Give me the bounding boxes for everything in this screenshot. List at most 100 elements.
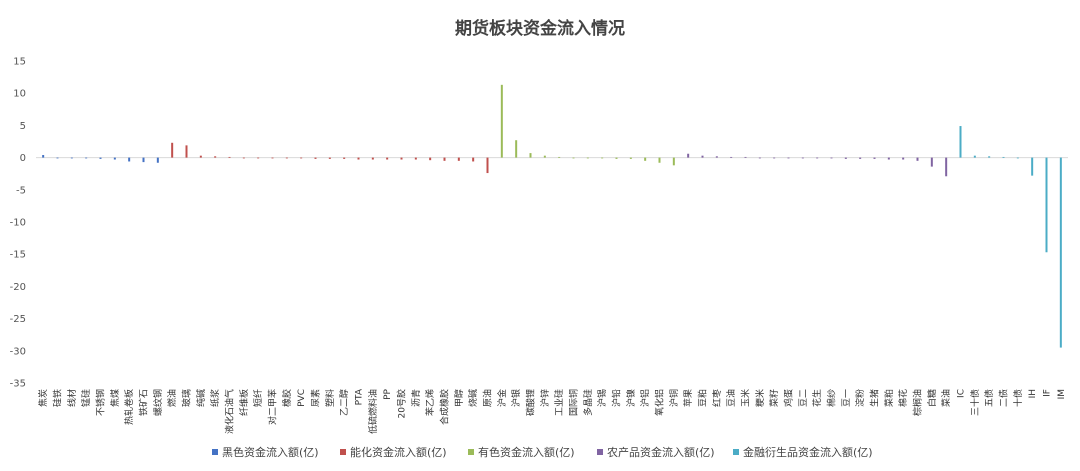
x-category-label: 沪银 — [510, 389, 522, 407]
bar-棕榈油 — [916, 157, 919, 161]
x-category-label: 乙二醇 — [338, 389, 350, 416]
legend-swatch — [212, 449, 218, 455]
x-category-label: 玉米 — [740, 389, 752, 407]
bar-纤维板 — [242, 157, 245, 159]
x-category-label: 苯乙烯 — [424, 389, 436, 416]
legend-swatch — [597, 449, 603, 455]
legend-swatch — [468, 449, 474, 455]
x-category-label: 玻璃 — [181, 389, 193, 407]
x-category-label: 菜粕 — [883, 389, 895, 407]
bar-PP — [386, 157, 389, 160]
x-category-label: 烧碱 — [467, 389, 479, 407]
x-category-label: 豆二 — [798, 389, 809, 407]
x-category-label: 白糖 — [926, 389, 938, 407]
x-category-label: 对二甲苯 — [267, 389, 279, 425]
bar-沥青 — [414, 157, 417, 160]
x-category-label: 二债 — [998, 389, 1010, 407]
bar-PTA — [357, 157, 360, 160]
bar-豆二 — [801, 157, 804, 159]
x-category-label: 沪锌 — [539, 389, 551, 407]
bar-氧化铝 — [658, 157, 661, 163]
bar-多晶硅 — [586, 157, 589, 159]
bar-塑料 — [328, 157, 331, 159]
y-tick-label: 0 — [20, 153, 26, 164]
bar-玻璃 — [185, 145, 188, 158]
bar-燃油 — [171, 142, 174, 158]
bar-玉米 — [744, 156, 747, 158]
bar-花生 — [816, 157, 819, 159]
bar-碳酸锂 — [529, 153, 532, 158]
x-category-label: 沪金 — [496, 389, 508, 407]
y-tick-label: -10 — [10, 218, 26, 229]
bar-铁矿石 — [142, 157, 145, 163]
x-category-label: 沥青 — [410, 389, 422, 407]
x-category-label: IH — [1028, 389, 1038, 398]
x-category-label: 热轧卷板 — [123, 389, 135, 425]
x-category-label: 棉花 — [897, 389, 909, 407]
bar-线材 — [70, 157, 73, 159]
x-category-label: 短纤 — [252, 389, 264, 407]
bar-IH — [1031, 157, 1034, 176]
x-category-label: 菜油 — [940, 389, 952, 407]
bar-沪镍 — [629, 157, 632, 159]
bar-沪铅 — [615, 157, 618, 159]
x-category-label: IM — [1057, 389, 1067, 399]
chart-title: 期货板块资金流入情况 — [455, 19, 625, 39]
bar-沪铝 — [644, 157, 647, 161]
x-category-label: 多晶硅 — [582, 389, 594, 416]
bar-二债 — [1002, 156, 1005, 158]
bar-对二甲苯 — [271, 157, 274, 159]
x-category-label: 沪镍 — [625, 389, 637, 407]
bar-热轧卷板 — [128, 157, 131, 162]
x-category-label: PP — [383, 388, 393, 399]
bar-苯乙烯 — [429, 157, 432, 161]
bar-十债 — [1016, 157, 1019, 159]
bar-国际铜 — [572, 157, 575, 159]
x-category-label: 豆油 — [725, 389, 737, 407]
y-tick-label: 15 — [13, 57, 26, 68]
x-category-label: 红枣 — [711, 389, 723, 407]
bar-工业硅 — [558, 156, 561, 158]
x-category-label: 20号胶 — [396, 389, 408, 418]
x-category-label: 生猪 — [869, 389, 881, 407]
bar-原油 — [486, 157, 489, 174]
legend-label: 能化资金流入额(亿) — [350, 445, 447, 459]
x-category-label: 液化石油气 — [224, 389, 236, 434]
bar-低硫燃料油 — [371, 157, 374, 160]
x-category-label: 低硫燃料油 — [367, 389, 379, 434]
x-category-label: PVC — [297, 389, 307, 407]
bar-沪锌 — [543, 155, 546, 158]
bar-豆一 — [844, 157, 847, 159]
x-category-label: 十债 — [1012, 389, 1024, 407]
bar-豆油 — [730, 156, 733, 158]
x-category-label: 硅铁 — [52, 389, 64, 407]
bar-沪金 — [500, 84, 503, 158]
bar-菜粕 — [887, 157, 890, 160]
bar-苹果 — [687, 153, 690, 158]
bar-棉纱 — [830, 157, 833, 159]
x-category-label: 三十债 — [969, 389, 981, 416]
legend-swatch — [340, 449, 346, 455]
x-category-label: 棕榈油 — [912, 389, 924, 416]
bar-红枣 — [715, 156, 718, 158]
bar-淀粉 — [859, 157, 862, 159]
bar-IM — [1059, 157, 1062, 348]
bar-纸浆 — [214, 156, 217, 158]
bar-沪锡 — [601, 157, 604, 159]
bar-焦炭 — [42, 155, 45, 158]
x-category-label: 甲醇 — [453, 389, 465, 407]
bar-烧碱 — [472, 157, 475, 162]
x-category-label: IC — [957, 389, 967, 398]
x-category-label: 沪铅 — [611, 389, 623, 407]
x-category-label: 线材 — [66, 389, 78, 407]
x-category-label: 五债 — [983, 389, 995, 407]
x-category-label: 燃油 — [166, 389, 178, 407]
bar-螺纹钢 — [156, 157, 159, 163]
bar-纯碱 — [199, 155, 202, 158]
x-category-label: 豆一 — [841, 389, 852, 407]
x-category-label: 花生 — [811, 389, 823, 407]
y-tick-label: 5 — [20, 121, 26, 132]
bar-乙二醇 — [343, 157, 346, 159]
x-category-label: 铁矿石 — [138, 389, 150, 416]
